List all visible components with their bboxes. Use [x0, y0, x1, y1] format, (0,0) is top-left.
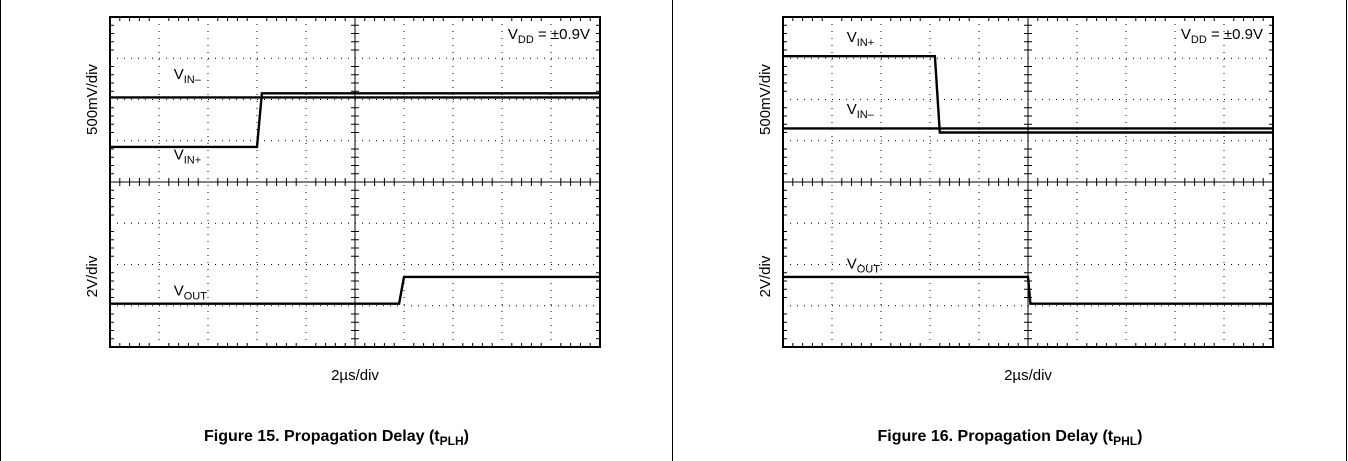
series-label: VIN+: [174, 146, 201, 166]
minor-ticks: [783, 17, 1273, 347]
figure-16-caption: Figure 16. Propagation Delay (tPHL): [674, 428, 1346, 448]
plot-frame: [782, 16, 1274, 348]
y-axis-label-bottom: 2V/div: [84, 255, 101, 297]
caption-text: Figure 15. Propagation Delay (t: [204, 428, 440, 445]
series-label: VIN–: [847, 101, 875, 121]
series-trace-out: [110, 275, 600, 305]
y-axis-label-top: 500mV/div: [84, 64, 101, 135]
caption-subscript: PLH: [439, 434, 464, 449]
series-trace-in: [783, 55, 1273, 134]
caption-subscript: PHL: [1113, 434, 1138, 449]
figure-16-panel: VIN+ VIN– VOUT VDD = ±0.9V 500mV/div 2V/div 2µ…: [674, 0, 1347, 461]
series-trace-out: [783, 275, 1273, 305]
y-axis-label-top: 500mV/div: [757, 64, 774, 135]
y-axis-label-bottom: 2V/div: [757, 255, 774, 297]
series-label: VOUT: [847, 256, 881, 276]
caption-end: ): [1137, 428, 1143, 445]
vdd-annotation: VDD = ±0.9V: [508, 26, 590, 46]
figure-15-panel: VIN– VIN+ VOUT VDD = ±0.9V 500mV/div 2V/div 2µ…: [0, 0, 673, 461]
series-label: VIN–: [174, 66, 202, 86]
vdd-annotation: VDD = ±0.9V: [1181, 26, 1263, 46]
series-label: VIN+: [847, 29, 874, 49]
propagation-delay-tplh-chart: VIN– VIN+ VOUT VDD = ±0.9V 500mV/div 2V/div 2µ…: [84, 16, 601, 384]
x-axis-label: 2µs/div: [1004, 367, 1052, 384]
caption-text: Figure 16. Propagation Delay (t: [877, 428, 1114, 445]
series-label: VOUT: [174, 282, 208, 302]
plot-frame: [109, 16, 601, 348]
minor-ticks: [110, 17, 600, 347]
propagation-delay-tphl-chart: VIN+ VIN– VOUT VDD = ±0.9V 500mV/div 2V/div 2µ…: [757, 16, 1274, 384]
x-axis-label: 2µs/div: [331, 367, 379, 384]
figure-15-caption: Figure 15. Propagation Delay (tPLH): [1, 428, 672, 448]
caption-end: ): [463, 428, 469, 445]
series-trace-in: [110, 92, 409, 149]
